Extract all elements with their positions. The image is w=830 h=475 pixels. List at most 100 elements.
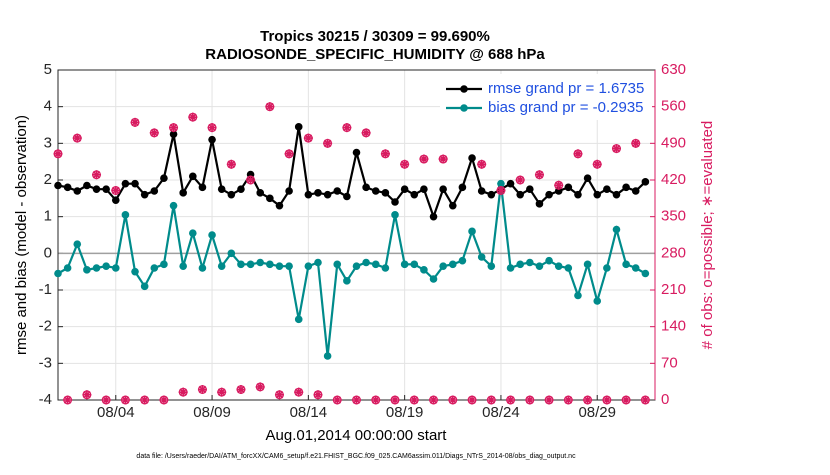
- point: [362, 258, 370, 267]
- y2-tick-label: 420: [661, 171, 686, 188]
- point: [641, 178, 650, 186]
- point: [343, 277, 351, 285]
- point: [54, 181, 62, 190]
- point: [54, 269, 62, 278]
- point: [526, 185, 534, 193]
- point: [140, 282, 149, 291]
- point: [275, 262, 284, 270]
- obs-evaluated: [255, 382, 265, 392]
- point: [83, 266, 91, 274]
- point: [352, 262, 361, 270]
- point: [631, 187, 640, 195]
- point: [169, 130, 178, 138]
- point: [564, 183, 573, 192]
- obs-evaluated: [101, 395, 111, 405]
- point: [622, 260, 630, 269]
- obs-evaluated: [63, 395, 73, 405]
- obs-evaluated: [207, 123, 217, 133]
- obs-evaluated: [352, 395, 361, 405]
- y-tick-label: -3: [39, 354, 52, 371]
- point: [487, 262, 496, 270]
- obs-evaluated: [53, 149, 63, 159]
- obs-evaluated: [342, 123, 352, 133]
- point: [574, 291, 582, 300]
- point: [641, 269, 650, 278]
- point: [92, 264, 101, 272]
- point: [371, 187, 380, 195]
- point: [304, 190, 313, 199]
- obs-evaluated: [631, 138, 641, 148]
- y2-axis-label: # of obs: o=possible; ∗=evaluated: [699, 121, 716, 350]
- obs-evaluated: [72, 133, 82, 143]
- point: [179, 262, 187, 270]
- obs-evaluated: [284, 149, 294, 159]
- obs-evaluated: [429, 395, 439, 405]
- point: [285, 187, 293, 195]
- y2-tick-label: 630: [661, 61, 686, 78]
- point: [227, 249, 236, 258]
- point: [516, 260, 524, 269]
- point: [583, 260, 592, 269]
- obs-evaluated: [140, 395, 150, 405]
- point: [420, 185, 428, 193]
- point: [458, 183, 467, 192]
- y2-tick-label: 490: [661, 134, 686, 151]
- point: [391, 198, 399, 206]
- obs-evaluated: [525, 395, 535, 405]
- point: [516, 190, 524, 199]
- point: [545, 190, 553, 199]
- point: [468, 227, 476, 236]
- point: [420, 266, 428, 274]
- point: [198, 183, 207, 192]
- point: [217, 262, 226, 270]
- obs-evaluated: [313, 390, 323, 400]
- point: [266, 194, 274, 203]
- point: [603, 185, 611, 193]
- point: [285, 262, 293, 270]
- point: [150, 264, 159, 272]
- point: [574, 190, 582, 199]
- obs-evaluated: [506, 395, 516, 405]
- obs-evaluated: [640, 395, 650, 405]
- point: [92, 185, 101, 193]
- point: [237, 185, 245, 193]
- point: [294, 123, 303, 131]
- obs-evaluated: [400, 159, 410, 169]
- obs-evaluated: [303, 133, 313, 143]
- point: [603, 264, 611, 272]
- plot-area: [58, 70, 655, 400]
- point: [208, 231, 216, 239]
- y-tick-label: 4: [44, 98, 52, 115]
- legend-label: rmse grand pr = 1.6735: [488, 80, 644, 97]
- obs-evaluated: [361, 128, 371, 138]
- obs-evaluated: [467, 395, 477, 405]
- point: [73, 187, 82, 195]
- point: [439, 262, 447, 270]
- point: [275, 201, 284, 210]
- point: [237, 260, 245, 269]
- point: [410, 260, 419, 269]
- obs-evaluated: [573, 149, 583, 159]
- obs-evaluated: [515, 175, 525, 185]
- chart-subtitle: RADIOSONDE_SPECIFIC_HUMIDITY @ 688 hPa: [205, 46, 545, 63]
- point: [189, 229, 197, 237]
- point: [477, 253, 486, 261]
- point: [111, 196, 120, 204]
- x-tick-label: 08/14: [290, 404, 328, 421]
- point: [362, 183, 370, 192]
- obs-evaluated: [265, 102, 275, 112]
- point: [179, 189, 187, 197]
- point: [400, 185, 409, 193]
- point: [554, 262, 563, 270]
- y2-tick-label: 70: [661, 354, 678, 371]
- obs-evaluated: [390, 395, 400, 405]
- y-tick-label: 0: [44, 244, 52, 261]
- point: [612, 190, 621, 199]
- obs-evaluated: [371, 395, 381, 405]
- obs-evaluated: [92, 170, 102, 180]
- obs-evaluated: [583, 395, 593, 405]
- obs-evaluated: [169, 123, 179, 133]
- point: [622, 183, 630, 192]
- point: [448, 260, 457, 269]
